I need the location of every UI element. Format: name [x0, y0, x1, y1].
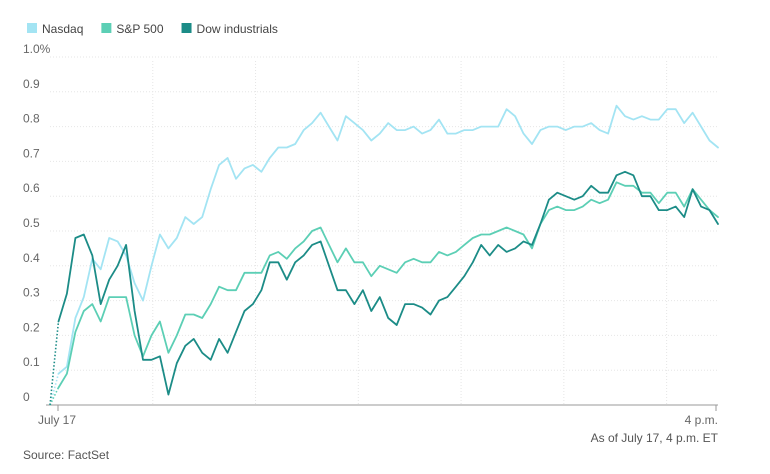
- y-tick-label-5: 0.5: [23, 216, 40, 230]
- legend-label-1: S&P 500: [116, 22, 163, 36]
- x-tick-end: 4 p.m.: [685, 413, 718, 427]
- y-axis: 0 0.1 0.2 0.3 0.4 0.5 0.6 0.7 0.8 0.9 1.0%: [23, 42, 51, 404]
- x-tick-start: July 17: [38, 413, 76, 427]
- legend-label-2: Dow industrials: [197, 22, 278, 36]
- grid: [50, 56, 718, 405]
- legend-label-0: Nasdaq: [42, 22, 83, 36]
- x-axis: [46, 404, 718, 411]
- legend-swatch-2: [181, 23, 192, 33]
- y-tick-label-9: 0.9: [23, 77, 40, 91]
- source-note: Source: FactSet: [23, 448, 110, 462]
- series-line-1: [57, 181, 719, 389]
- series-line-0: [57, 104, 719, 375]
- series-lines: [49, 104, 719, 406]
- y-tick-label-4: 0.4: [23, 251, 40, 265]
- y-tick-label-2: 0.2: [23, 320, 40, 334]
- y-tick-label-10: 1.0%: [23, 42, 51, 56]
- y-tick-label-0: 0: [23, 390, 30, 404]
- y-tick-label-7: 0.7: [23, 146, 40, 160]
- y-tick-label-6: 0.6: [23, 181, 40, 195]
- series-line-2: [57, 170, 719, 396]
- legend-swatch-1: [101, 23, 112, 33]
- y-tick-label-1: 0.1: [23, 355, 40, 369]
- legend-swatch-0: [27, 23, 37, 33]
- y-tick-label-3: 0.3: [23, 286, 40, 300]
- y-tick-label-8: 0.8: [23, 112, 40, 126]
- series-leadin-2: [49, 321, 60, 406]
- as-of-note: As of July 17, 4 p.m. ET: [591, 431, 719, 445]
- legend: Nasdaq S&P 500 Dow industrials: [27, 22, 278, 36]
